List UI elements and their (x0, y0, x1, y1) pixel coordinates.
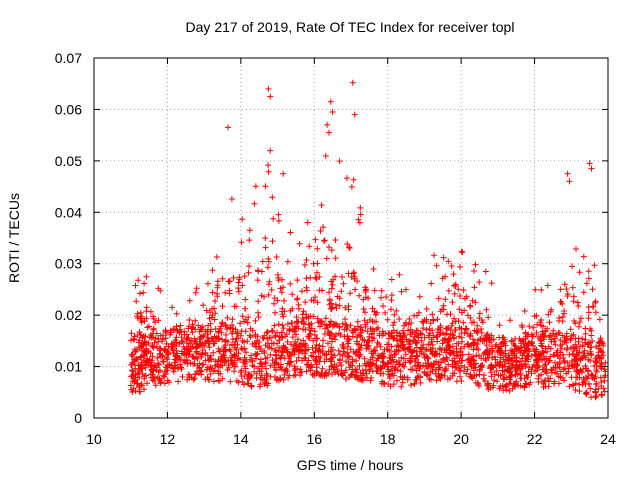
x-tick-label: 20 (453, 431, 469, 447)
y-tick-label: 0.05 (55, 153, 82, 169)
x-tick-label: 10 (86, 431, 102, 447)
x-tick-label: 12 (160, 431, 176, 447)
y-tick-label: 0.03 (55, 256, 82, 272)
y-tick-label: 0 (74, 410, 82, 426)
y-tick-label: 0.02 (55, 307, 82, 323)
axis-ticks (93, 57, 609, 419)
chart-title: Day 217 of 2019, Rate Of TEC Index for r… (186, 19, 515, 35)
y-axis-label: ROTI / TECUs (6, 193, 22, 283)
x-tick-label: 24 (600, 431, 616, 447)
x-axis-label: GPS time / hours (297, 457, 404, 473)
y-tick-label: 0.07 (55, 50, 82, 66)
x-tick-label: 14 (233, 431, 249, 447)
plot-frame (93, 57, 609, 419)
y-tick-label: 0.06 (55, 101, 82, 117)
data-points (127, 79, 609, 401)
x-tick-labels: 10 12 14 16 18 20 22 24 (86, 431, 616, 447)
scatter-plus-markers (127, 79, 609, 401)
x-tick-label: 18 (380, 431, 396, 447)
y-tick-labels: 0 0.01 0.02 0.03 0.04 0.05 0.06 0.07 (55, 50, 82, 426)
x-tick-label: 22 (527, 431, 543, 447)
y-tick-label: 0.04 (55, 204, 82, 220)
y-tick-label: 0.01 (55, 359, 82, 375)
x-tick-label: 16 (306, 431, 322, 447)
